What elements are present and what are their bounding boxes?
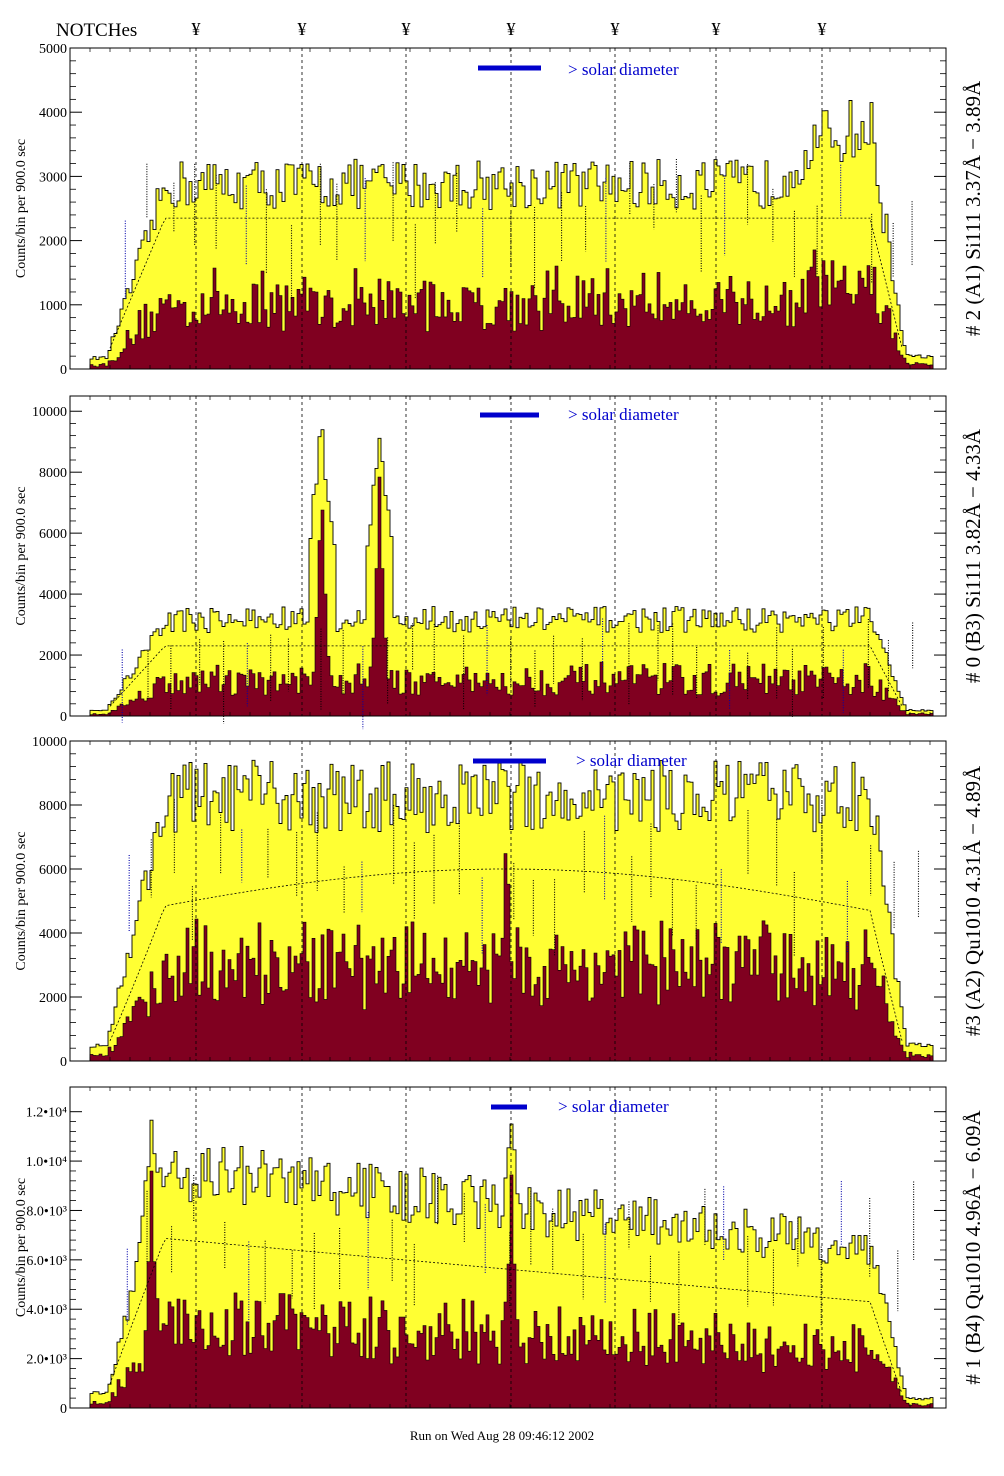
panel-side-label: # 2 (A1) Si111 3.37Å − 3.89Å: [961, 80, 985, 336]
histogram-panel-1: 0 1000 2000 3000 4000 5000 Counts/bin per 900.…: [14, 42, 985, 378]
solar-diameter-label: > solar diameter: [568, 60, 679, 79]
y-tick-label: 0: [60, 710, 67, 725]
notch-marker-3: ¥: [401, 19, 411, 39]
model-curve: [109, 1238, 903, 1394]
solar-diameter-label: > solar diameter: [558, 1097, 669, 1116]
y-tick-label: 1.2•10⁴: [26, 1106, 67, 1121]
histogram-panel-4: 0 2.0•10³ 4.0•10³ 6.0•10³ 8.0•10³ 1.0•10⁴ 1.2•…: [14, 1086, 985, 1417]
notch-marker-6: ¥: [711, 19, 721, 39]
y-tick-label: 4000: [39, 588, 67, 603]
panel-side-label: # 0 (B3) Si111 3.82Å − 4.33Å: [961, 428, 985, 683]
background-counts-histogram: [89, 249, 934, 370]
solar-diameter-label: > solar diameter: [576, 751, 687, 770]
y-tick-label: 5000: [39, 42, 67, 57]
notch-marker-4: ¥: [506, 19, 516, 39]
histogram-panel-3: 0 2000 4000 6000 8000 10000 Counts/bin per 900…: [14, 735, 985, 1070]
panel-side-label: #3 (A2) Qu1010 4.31Å − 4.89Å: [961, 765, 985, 1036]
y-tick-label: 8000: [39, 799, 67, 814]
y-axis-label: Counts/bin per 900.0 sec: [14, 1178, 29, 1317]
y-tick-label: 2000: [39, 991, 67, 1006]
background-counts-histogram: [89, 853, 934, 1062]
y-tick-label: 0: [60, 1402, 67, 1417]
y-tick-label: 3000: [39, 170, 67, 185]
run-timestamp: Run on Wed Aug 28 09:46:12 2002: [409, 1428, 595, 1443]
y-tick-label: 1.0•10⁴: [26, 1155, 67, 1170]
plot-frame: [69, 47, 947, 370]
plot-frame: [69, 395, 947, 717]
total-counts-histogram: [89, 429, 934, 717]
y-tick-label: 10000: [32, 405, 67, 420]
y-tick-label: 2.0•10³: [26, 1353, 67, 1368]
model-curve: [109, 217, 903, 349]
plot-frame: [69, 1086, 947, 1409]
y-tick-label: 6000: [39, 863, 67, 878]
background-counts-histogram: [89, 476, 934, 717]
plot-frame: [69, 740, 947, 1062]
background-counts-histogram: [89, 1170, 934, 1409]
y-axis-label: Counts/bin per 900.0 sec: [14, 831, 29, 970]
y-tick-label: 0: [60, 1055, 67, 1070]
notch-marker-1: ¥: [191, 19, 201, 39]
notch-marker-2: ¥: [297, 19, 307, 39]
notch-marker-7: ¥: [817, 19, 827, 39]
y-axis-label: Counts/bin per 900.0 sec: [14, 486, 29, 625]
notches-label: NOTCHes: [56, 20, 138, 41]
notch-marker-5: ¥: [610, 19, 620, 39]
y-axis-label: Counts/bin per 900.0 sec: [14, 139, 29, 278]
y-tick-label: 4000: [39, 106, 67, 121]
histogram-panel-2: 0 2000 4000 6000 8000 10000 Counts/bin per 900…: [14, 395, 985, 730]
panel-side-label: # 1 (B4) Qu1010 4.96Å − 6.09Å: [961, 1110, 985, 1385]
y-tick-label: 2000: [39, 649, 67, 664]
y-tick-label: 0: [60, 363, 67, 378]
model-curve: [109, 868, 903, 1042]
y-tick-label: 4.0•10³: [26, 1303, 67, 1318]
y-tick-label: 6.0•10³: [26, 1254, 67, 1269]
y-tick-label: 1000: [39, 299, 67, 314]
solar-diameter-label: > solar diameter: [568, 405, 679, 424]
y-tick-label: 8000: [39, 466, 67, 481]
y-tick-label: 8.0•10³: [26, 1204, 67, 1219]
y-tick-label: 4000: [39, 927, 67, 942]
y-tick-label: 10000: [32, 735, 67, 750]
y-tick-label: 2000: [39, 235, 67, 250]
y-tick-label: 6000: [39, 527, 67, 542]
